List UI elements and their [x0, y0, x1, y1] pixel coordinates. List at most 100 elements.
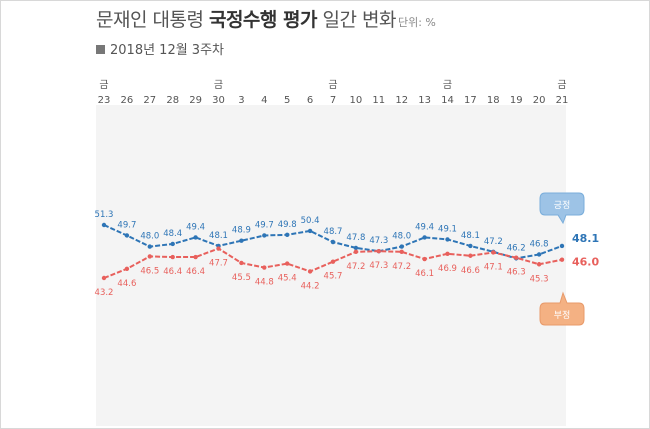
data-point [399, 244, 404, 249]
data-label: 49.7 [255, 220, 274, 230]
data-point [536, 252, 542, 257]
data-point [101, 222, 107, 228]
data-label: 47.3 [369, 261, 388, 271]
x-tick-label: 14 [441, 95, 454, 106]
data-label: 46.6 [461, 266, 480, 276]
data-point [239, 238, 244, 243]
data-label: 49.8 [278, 220, 297, 230]
data-label: 48.1 [572, 232, 599, 245]
data-label: 48.1 [209, 231, 228, 241]
data-point [422, 256, 427, 262]
data-point [399, 249, 404, 255]
data-label: 49.4 [415, 222, 434, 232]
data-label: 47.3 [369, 236, 388, 246]
data-label: 44.2 [301, 281, 320, 291]
data-label: 49.7 [117, 220, 136, 230]
data-point [285, 232, 290, 238]
data-label: 46.2 [507, 243, 526, 253]
data-label: 47.2 [392, 262, 411, 272]
data-label: 43.2 [95, 288, 114, 298]
data-label: 46.0 [572, 256, 599, 269]
data-label: 46.5 [140, 266, 159, 276]
x-tick-label: 21 [556, 95, 569, 106]
data-label: 48.9 [232, 226, 251, 236]
data-label: 47.8 [346, 233, 365, 243]
data-label: 45.7 [324, 272, 343, 282]
data-label: 45.4 [278, 274, 297, 284]
data-label: 51.3 [95, 210, 114, 220]
x-tick-label: 20 [533, 95, 546, 106]
data-point [262, 233, 267, 238]
positive-bubble [539, 192, 585, 225]
data-point [124, 233, 130, 238]
x-tick-label: 13 [418, 95, 431, 106]
data-label: 48.4 [163, 229, 182, 239]
data-point [559, 257, 565, 262]
chart-title: 문재인 대통령 국정수행 평가 일간 변화 단위: % [96, 9, 436, 31]
data-point [239, 260, 244, 266]
data-label: 48.0 [392, 232, 411, 242]
data-point [193, 254, 198, 260]
weekday-label: 금 [328, 79, 337, 91]
chart-subtitle: 2018년 12월 3주차 [96, 39, 224, 58]
weekday-label: 금 [214, 79, 223, 91]
data-point [147, 254, 152, 259]
subtitle-marker [96, 45, 105, 54]
data-label: 48.1 [461, 231, 480, 241]
series-line-negative [103, 247, 563, 279]
data-point [445, 237, 450, 242]
data-point [536, 262, 542, 267]
x-tick-label: 11 [372, 95, 385, 106]
data-point [193, 235, 198, 240]
data-point [468, 243, 473, 249]
series-marks: 51.349.748.0 48.449.448.148.949.7 49.8 50.4… [95, 210, 600, 298]
data-label: 48.7 [324, 227, 343, 237]
data-label: 44.8 [255, 278, 274, 288]
data-point [445, 251, 450, 256]
data-label: 46.4 [163, 267, 182, 277]
x-tick-label: 23 [98, 95, 111, 106]
data-point [422, 235, 427, 240]
x-tick-label: 4 [261, 95, 267, 106]
data-label: 48.0 [140, 232, 159, 242]
weekday-label: 금 [99, 79, 108, 91]
negative-bubble [539, 291, 585, 326]
unit-label: 단위: % [397, 16, 436, 29]
data-label: 46.4 [186, 267, 205, 277]
data-label: 46.3 [507, 268, 526, 278]
x-tick-label: 3 [238, 95, 244, 106]
x-tick-label: 18 [487, 95, 500, 106]
data-point [376, 248, 381, 254]
plot-background [96, 105, 566, 426]
x-tick-label: 29 [189, 95, 202, 106]
data-point [468, 253, 473, 258]
x-tick-label: 27 [143, 95, 156, 106]
data-label: 47.7 [209, 259, 228, 269]
data-label: 47.1 [484, 262, 503, 272]
data-label: 46.1 [415, 269, 434, 279]
data-point [330, 239, 336, 245]
data-point [491, 250, 496, 255]
data-point [170, 241, 175, 247]
x-tick-label: 26 [121, 95, 134, 106]
x-tick-label: 30 [212, 95, 225, 106]
data-point [307, 228, 313, 234]
data-label: 49.4 [186, 222, 205, 232]
x-axis-ticks: 금 23 26 27 28 29 금 30 3 4 5 6 금 7 10 11 12 13 금 14 17 18 19 20 금… [98, 79, 569, 106]
data-label: 45.5 [232, 273, 251, 283]
data-point [124, 266, 130, 272]
weekday-label: 금 [557, 79, 566, 91]
positive-bubble-label: 긍정 [554, 200, 571, 211]
data-label: 44.6 [117, 279, 136, 289]
data-point [514, 255, 519, 260]
data-label: 50.4 [301, 216, 320, 226]
x-tick-label: 28 [166, 95, 179, 106]
data-label: 47.2 [346, 262, 365, 272]
data-point [262, 265, 267, 270]
x-tick-label: 5 [284, 95, 290, 106]
data-label: 47.2 [484, 237, 503, 247]
data-point [285, 261, 290, 266]
x-tick-label: 7 [330, 95, 336, 106]
